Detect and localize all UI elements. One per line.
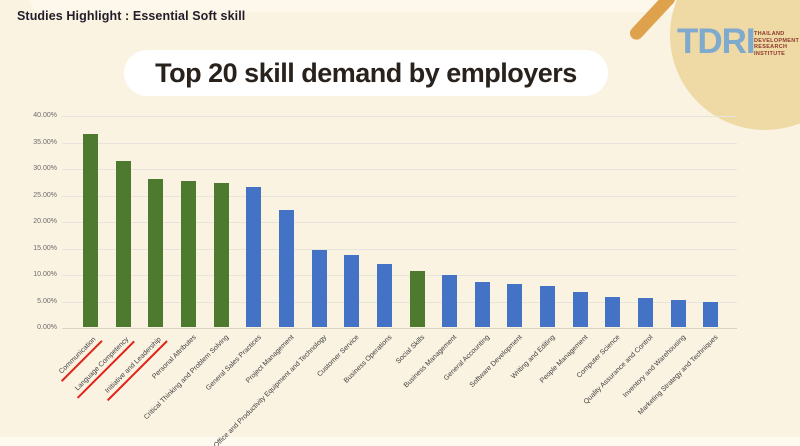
bar [540, 285, 556, 327]
y-axis-tick-label: 10.00% [33, 271, 57, 278]
gridline [62, 195, 737, 197]
gridline [62, 275, 737, 276]
chart-title: Top 20 skill demand by employers [155, 57, 577, 88]
tdri-logo: TDRI [677, 22, 756, 61]
gridline [62, 222, 737, 223]
bar [148, 178, 164, 327]
title-pill: Top 20 skill demand by employers [124, 50, 608, 96]
bar [246, 186, 262, 327]
bar [442, 274, 458, 327]
bar [703, 302, 719, 327]
bar [572, 292, 588, 327]
bar [605, 296, 621, 327]
y-axis-tick-label: 15.00% [33, 244, 57, 252]
bar [278, 210, 294, 327]
gridline [62, 116, 737, 117]
bar [474, 281, 490, 327]
slide-bottom-edge [0, 437, 800, 446]
y-axis-tick-label: 25.00% [33, 191, 57, 199]
logo-circle [670, 0, 800, 130]
tdri-line-4: INSTITUTE [754, 50, 786, 57]
x-axis-category-label: Office and Productivity Equipment and Te… [212, 334, 329, 446]
tdri-logo-text: THAILAND DEVELOPMENT RESEARCH INSTITUTE [754, 31, 799, 57]
gridline [62, 169, 737, 170]
y-axis-tick-label: 40.00% [33, 112, 57, 119]
bar [344, 255, 360, 327]
gridline [62, 142, 737, 144]
bar [180, 181, 196, 327]
x-axis-category-label: Inventory and Warehousing [621, 334, 688, 400]
tdri-line-1: THAILAND [754, 31, 785, 37]
x-axis-category-label: General Sales Practices [204, 334, 263, 393]
tdri-line-3: RESEARCH [754, 44, 788, 51]
x-axis-category-label: Quality Assurance and Control [582, 334, 655, 406]
bar [311, 249, 327, 327]
x-axis-category-label: Social Skills [394, 334, 426, 366]
bar [507, 284, 523, 327]
gridline [62, 328, 737, 329]
slide-header: Studies Highlight : Essential Soft skill [17, 9, 246, 23]
bar [83, 133, 98, 327]
bar-chart: 40.00% 35.00% 30.00% 25.00% 20.00% 15.00% 10.0… [33, 112, 737, 446]
y-axis-tick-label: 30.00% [33, 165, 57, 172]
x-axis-category-label: Language Competency [70, 334, 135, 399]
bar [376, 263, 392, 327]
tdri-line-2: DEVELOPMENT [754, 37, 800, 44]
bar [213, 182, 229, 327]
gridline [62, 248, 737, 250]
y-axis-tick-label: 5.00% [37, 297, 57, 305]
bar [670, 299, 686, 327]
gridline [62, 301, 737, 303]
slide-top-edge [30, 0, 800, 12]
bar [638, 298, 654, 327]
bar [115, 161, 131, 327]
bar [409, 271, 425, 327]
y-axis-tick-label: 35.00% [33, 138, 57, 146]
y-axis-tick-label: 0.00% [37, 324, 57, 331]
y-axis-tick-label: 20.00% [33, 218, 57, 225]
